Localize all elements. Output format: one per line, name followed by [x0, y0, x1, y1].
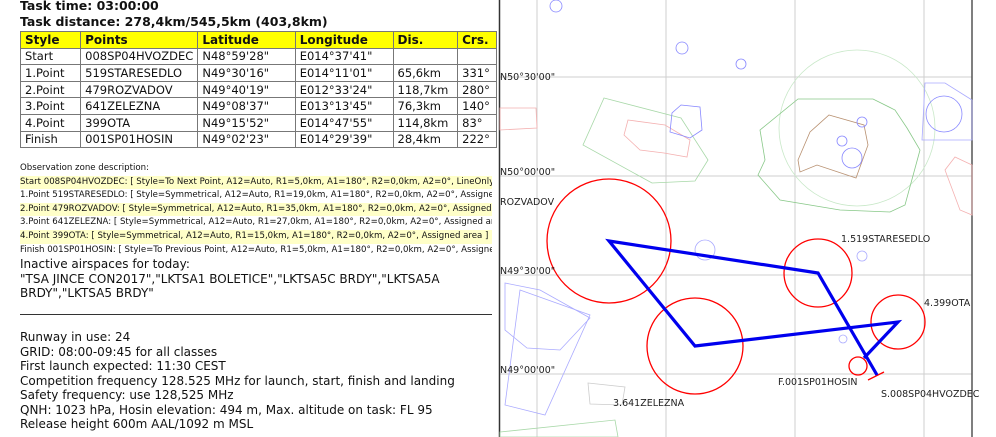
cell: 4.Point	[19, 113, 82, 132]
cell: 280°	[457, 80, 497, 99]
oz-line-1: 1.Point 519STARESEDLO: [ Style=Symmetric…	[20, 190, 492, 201]
note-qnh: QNH: 1023 hPa, Hosin elevation: 494 m, M…	[20, 402, 433, 417]
task-points-table: Style Points Latitude Longitude Dis. Crs…	[19, 31, 497, 149]
cell: 83°	[457, 113, 497, 132]
oz-line-start: Start 008SP04HVOZDEC: [ Style=To Next Po…	[20, 175, 492, 190]
cell: 641ZELEZNA	[80, 97, 199, 115]
zone-2-rozvadov	[546, 178, 672, 304]
lat-label-50-30: N50°30'00"	[500, 72, 555, 83]
label-staresedlo: 1.519STARESEDLO	[841, 234, 930, 245]
table-row: 3.Point 641ZELEZNA N49°08'37" E013°13'45" 76…	[19, 97, 497, 115]
col-course: Crs.	[457, 31, 497, 49]
cell: 140°	[457, 97, 497, 115]
cell: Start	[19, 47, 82, 66]
table-row: Start 008SP04HVOZDEC N48°59'28" E014°37'41"	[19, 47, 497, 66]
cell: 008SP04HVOZDEC	[80, 47, 199, 66]
zone-finish-hosin	[848, 356, 868, 376]
label-zelezna: 3.641ZELEZNA	[613, 398, 685, 409]
map-canvas: N50°30'00" N50°00'00" N49°30'00" N49°00'…	[498, 0, 980, 437]
cell: E014°11'01"	[294, 64, 394, 82]
oz-line-finish: Finish 001SP01HOSIN: [ Style=To Previous…	[20, 244, 492, 255]
inactive-list: "TSA JINCE CON2017","LKTSA1 BOLETICE","L…	[20, 271, 440, 301]
note-grid: GRID: 08:00-09:45 for all classes	[20, 344, 218, 359]
label-rozvadov: ROZVADOV	[500, 197, 555, 208]
zone-3-zelezna	[646, 297, 744, 395]
cell: 76,3km	[392, 97, 459, 115]
note-competition-frequency: Competition frequency 128.525 MHz for la…	[20, 373, 455, 388]
cell: N48°59'28"	[197, 47, 296, 66]
lat-label-49-00: N49°00'00"	[500, 365, 555, 376]
cell: Finish	[19, 130, 82, 149]
cell: 65,6km	[392, 64, 459, 82]
cell: E013°13'45"	[294, 97, 394, 115]
cell: N49°30'16"	[197, 64, 296, 82]
lat-label-50-00: N50°00'00"	[500, 167, 555, 178]
task-distance: Task distance: 278,4km/545,5km (403,8km)	[20, 14, 328, 29]
task-time: Task time: 03:00:00	[20, 0, 159, 13]
col-points: Points	[80, 31, 199, 49]
col-latitude: Latitude	[197, 31, 296, 49]
table-header-row: Style Points Latitude Longitude Dis. Crs…	[19, 31, 497, 49]
cell: N49°08'37"	[197, 97, 296, 115]
note-first-launch: First launch expected: 11:30 CEST	[20, 359, 226, 373]
oz-line-2: 2.Point 479ROZVADOV: [ Style=Symmetrical…	[20, 202, 492, 217]
cell	[392, 47, 459, 66]
cell: N49°40'19"	[197, 80, 296, 99]
start-line	[867, 371, 885, 381]
cell: 399OTA	[80, 113, 199, 132]
col-longitude: Longitude	[294, 31, 394, 49]
cell: 114,8km	[392, 113, 459, 132]
observation-zone-description: Observation zone description: Start 008S…	[20, 162, 492, 257]
table-row: 4.Point 399OTA N49°15'52" E014°47'55" 114,8k…	[19, 113, 497, 132]
cell: 118,7km	[392, 80, 459, 99]
cell: E012°33'24"	[294, 80, 394, 99]
cell: N49°02'23"	[197, 130, 296, 149]
col-style: Style	[19, 31, 82, 49]
cell: 2.Point	[19, 80, 82, 99]
task-map[interactable]: N50°30'00" N50°00'00" N49°30'00" N49°00'…	[497, 0, 996, 437]
cell: 001SP01HOSIN	[80, 130, 199, 149]
map-grid	[500, 0, 972, 437]
observation-zones	[546, 178, 926, 395]
note-runway: Runway in use: 24	[20, 330, 131, 344]
cell: 1.Point	[19, 64, 82, 82]
cell: 222°	[457, 130, 497, 149]
label-start-hvozdec: S.008SP04HVOZDEC	[881, 389, 980, 400]
col-distance: Dis.	[392, 31, 459, 49]
zone-1-staresedlo	[783, 238, 853, 308]
task-route-line	[605, 238, 903, 376]
oz-line-4: 4.Point 399OTA: [ Style=Symmetrical, A12…	[20, 229, 492, 244]
oz-line-3: 3.Point 641ZELEZNA: [ Style=Symmetrical,…	[20, 217, 492, 228]
task-sheet: Task time: 03:00:00 Task distance: 278,4…	[0, 0, 497, 437]
cell: 479ROZVADOV	[80, 80, 199, 99]
cell	[457, 47, 497, 66]
table-row: Finish 001SP01HOSIN N49°02'23" E014°29'39" 2…	[19, 130, 497, 149]
table-row: 1.Point 519STARESEDLO N49°30'16" E014°11'01…	[19, 64, 497, 82]
airspaces	[499, 0, 973, 437]
briefing-notes: Runway in use: 24 GRID: 08:00-09:45 for …	[20, 330, 455, 432]
cell: 331°	[457, 64, 497, 82]
lat-label-49-30: N49°30'00"	[500, 266, 555, 277]
cell: E014°37'41"	[294, 47, 394, 66]
cell: 3.Point	[19, 97, 82, 115]
cell: E014°29'39"	[294, 130, 394, 149]
zone-4-ota	[870, 294, 926, 350]
inactive-airspaces: Inactive airspaces for today: "TSA JINCE…	[20, 257, 495, 301]
note-safety-frequency: Safety frequency: use 128,525 MHz	[20, 388, 234, 402]
divider	[20, 314, 492, 315]
cell: E014°47'55"	[294, 113, 394, 132]
oz-title: Observation zone description:	[20, 163, 149, 173]
cell: N49°15'52"	[197, 113, 296, 132]
cell: 519STARESEDLO	[80, 64, 199, 82]
cell: 28,4km	[392, 130, 459, 149]
label-ota: 4.399OTA	[924, 298, 971, 309]
note-release-height: Release height 600m AAL/1092 m MSL	[20, 417, 254, 431]
table-row: 2.Point 479ROZVADOV N49°40'19" E012°33'24" 1…	[19, 80, 497, 99]
label-finish-hosin: F.001SP01HOSIN	[778, 377, 858, 388]
inactive-title: Inactive airspaces for today:	[20, 257, 190, 271]
